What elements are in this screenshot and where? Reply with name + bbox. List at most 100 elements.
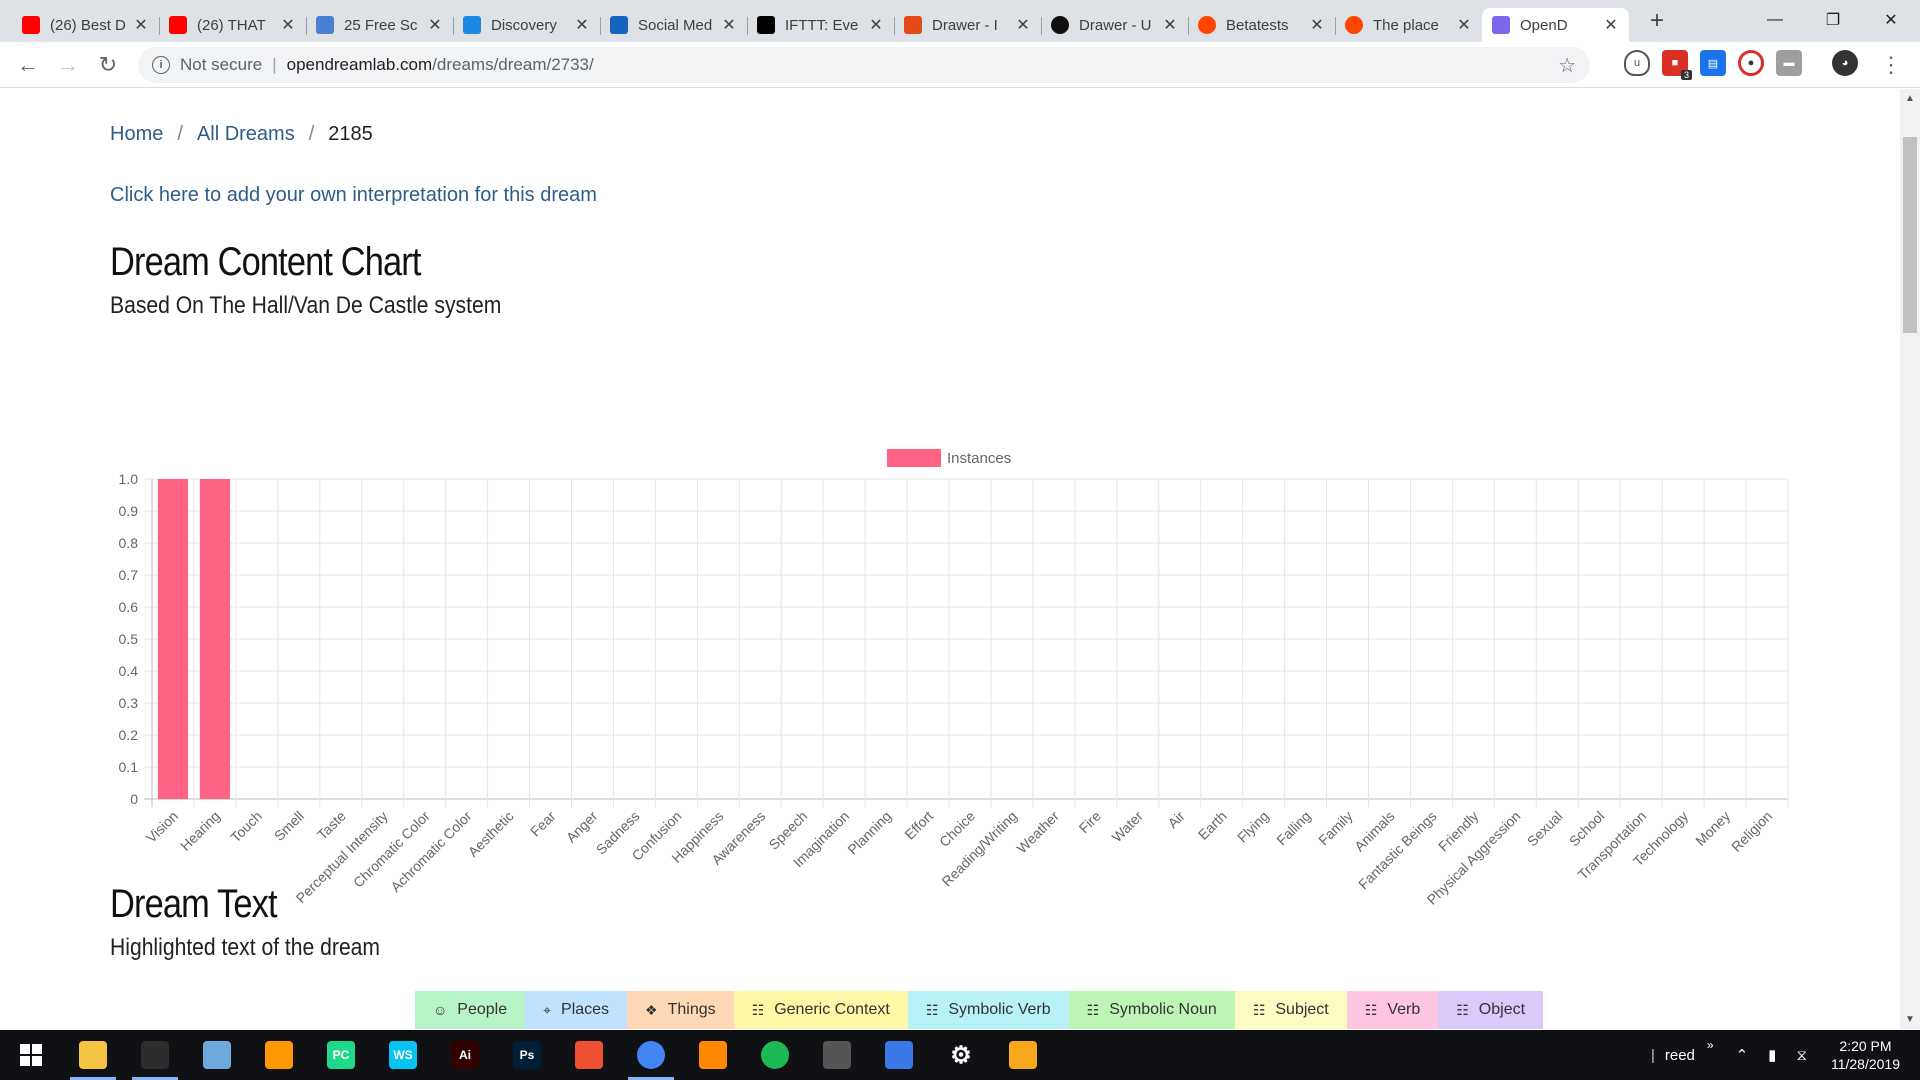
tab-close-icon[interactable]: ✕ <box>428 17 442 34</box>
card-extension-icon[interactable]: ▬ <box>1776 50 1802 76</box>
scroll-down-icon[interactable]: ▼ <box>1905 1014 1915 1025</box>
x-tick-label: Fantastic Beings <box>1355 808 1439 892</box>
x-tick-label: Sexual <box>1524 808 1566 850</box>
tab-close-icon[interactable]: ✕ <box>1310 17 1324 34</box>
document-icon: ☷ <box>925 1001 939 1018</box>
legend-chip-people[interactable]: ☺ People <box>415 991 526 1029</box>
fl-studio-icon[interactable] <box>992 1030 1054 1080</box>
loader-icon[interactable] <box>744 1030 806 1080</box>
tab-1[interactable]: (26) THAT ✕ <box>159 8 306 42</box>
tab-close-icon[interactable]: ✕ <box>1163 17 1177 34</box>
clock[interactable]: 2:20 PM 11/28/2019 <box>1831 1037 1900 1073</box>
legend-chip-places[interactable]: ⌖ Places <box>525 991 628 1029</box>
todo-extension-icon[interactable]: ■ 3 <box>1662 50 1692 80</box>
restore-icon[interactable]: ❐ <box>1825 12 1841 29</box>
taskbar-app-glyph <box>699 1041 727 1069</box>
document-icon: ☷ <box>751 1001 765 1018</box>
terminal-icon[interactable] <box>124 1030 186 1080</box>
x-tick-label: Fire <box>1076 808 1105 837</box>
pycharm-icon[interactable]: PC <box>310 1030 372 1080</box>
sublime-icon[interactable] <box>248 1030 310 1080</box>
taskbar-app-glyph <box>885 1041 913 1069</box>
breadcrumb-home[interactable]: Home <box>110 123 164 145</box>
breadcrumb: Home / All Dreams / 2185 <box>110 123 373 146</box>
wifi-icon[interactable]: ⧖ <box>1796 1046 1807 1064</box>
add-interpretation-link[interactable]: Click here to add your own interpretatio… <box>110 184 597 206</box>
network-icon[interactable] <box>868 1030 930 1080</box>
scroll-up-icon[interactable]: ▲ <box>1905 93 1915 104</box>
v-logo-icon <box>610 16 628 34</box>
settings-icon[interactable]: ⚙ <box>930 1030 992 1080</box>
taskbar-app-glyph <box>203 1041 231 1069</box>
console-icon[interactable] <box>806 1030 868 1080</box>
tray-user[interactable]: reed <box>1664 1046 1695 1064</box>
minimize-icon[interactable]: — <box>1767 11 1783 28</box>
webstorm-icon[interactable]: WS <box>372 1030 434 1080</box>
legend-chip-object[interactable]: ☷ Object <box>1438 991 1544 1029</box>
new-tab-icon[interactable]: + <box>1649 7 1664 34</box>
legend-chip-subject[interactable]: ☷ Subject <box>1234 991 1347 1029</box>
tab-9[interactable]: The place ✕ <box>1335 8 1482 42</box>
x-tick-label: Weather <box>1013 808 1062 857</box>
tab-close-icon[interactable]: ✕ <box>1604 17 1618 34</box>
tab-4[interactable]: Social Med ✕ <box>600 8 747 42</box>
y-tick-label: 0.4 <box>119 663 139 679</box>
battery-icon[interactable]: ▮ <box>1768 1047 1777 1064</box>
info-icon[interactable]: i <box>152 56 170 74</box>
legend-label[interactable]: Instances <box>947 450 1011 467</box>
tab-close-icon[interactable]: ✕ <box>281 17 295 34</box>
tab-list: (26) Best D ✕ (26) THAT ✕ 25 Free Sc ✕ Discove… <box>0 0 1671 42</box>
tab-3[interactable]: Discovery ✕ <box>453 8 600 42</box>
expand-toolbar-icon[interactable]: » <box>1706 1038 1714 1052</box>
legend-swatch[interactable] <box>887 449 941 467</box>
legend-chip-generic-context[interactable]: ☷ Generic Context <box>733 991 908 1029</box>
tab-2[interactable]: 25 Free Sc ✕ <box>306 8 453 42</box>
legend-chip-symbolic-verb[interactable]: ☷ Symbolic Verb <box>907 991 1069 1029</box>
tab-7[interactable]: Drawer - U ✕ <box>1041 8 1188 42</box>
tab-close-icon[interactable]: ✕ <box>575 17 589 34</box>
breadcrumb-all-dreams[interactable]: All Dreams <box>196 123 295 145</box>
document-icon: ☷ <box>1364 1001 1378 1018</box>
tab-close-icon[interactable]: ✕ <box>722 17 736 34</box>
close-window-icon[interactable]: ✕ <box>1884 12 1898 29</box>
legend-chip-label: Symbolic Noun <box>1109 1001 1217 1018</box>
reload-icon[interactable]: ↻ <box>98 51 118 77</box>
tab-10[interactable]: OpenD ✕ <box>1482 8 1629 42</box>
bar-vision[interactable] <box>157 479 189 799</box>
page-scrollbar[interactable]: ▲ ▼ <box>1900 89 1920 1029</box>
vlc-icon[interactable] <box>682 1030 744 1080</box>
browser-menu-icon[interactable]: ⋮ <box>1880 52 1902 77</box>
address-bar[interactable]: i Not secure | opendreamlab.com/dreams/d… <box>138 47 1590 83</box>
notepad-icon[interactable] <box>186 1030 248 1080</box>
screen-extension-icon[interactable]: ▤ <box>1700 50 1726 76</box>
legend-chip-things[interactable]: ❖ Things <box>627 991 734 1029</box>
tab-5[interactable]: IFTTT: Eve ✕ <box>747 8 894 42</box>
git-icon[interactable] <box>558 1030 620 1080</box>
bookmark-star-icon[interactable]: ☆ <box>1558 54 1576 77</box>
windows-start-icon[interactable] <box>0 1030 62 1080</box>
bar-hearing[interactable] <box>199 479 231 799</box>
back-icon[interactable]: ← <box>17 51 39 77</box>
photoshop-icon[interactable]: Ps <box>496 1030 558 1080</box>
legend-chip-verb[interactable]: ☷ Verb <box>1346 991 1439 1029</box>
tab-close-icon[interactable]: ✕ <box>1457 17 1471 34</box>
tab-close-icon[interactable]: ✕ <box>134 17 148 34</box>
illustrator-icon[interactable]: Ai <box>434 1030 496 1080</box>
legend-chip-label: Generic Context <box>774 1001 890 1018</box>
character-icon <box>316 16 334 34</box>
forward-icon[interactable]: → <box>57 51 79 77</box>
ublock-icon[interactable]: u <box>1624 50 1650 76</box>
record-extension-icon[interactable]: ● <box>1738 50 1764 76</box>
chrome-icon[interactable] <box>620 1030 682 1080</box>
legend-chip-label: Symbolic Verb <box>948 1001 1051 1018</box>
profile-avatar[interactable]: ◕ <box>1832 50 1858 76</box>
file-explorer-icon[interactable] <box>62 1030 124 1080</box>
tab-close-icon[interactable]: ✕ <box>869 17 883 34</box>
tab-0[interactable]: (26) Best D ✕ <box>12 8 159 42</box>
scrollbar-thumb[interactable] <box>1903 137 1917 333</box>
tray-chevron-icon[interactable]: ⌃ <box>1735 1047 1749 1064</box>
legend-chip-symbolic-noun[interactable]: ☷ Symbolic Noun <box>1068 991 1235 1029</box>
tab-6[interactable]: Drawer - I ✕ <box>894 8 1041 42</box>
tab-close-icon[interactable]: ✕ <box>1016 17 1030 34</box>
tab-8[interactable]: Betatests ✕ <box>1188 8 1335 42</box>
